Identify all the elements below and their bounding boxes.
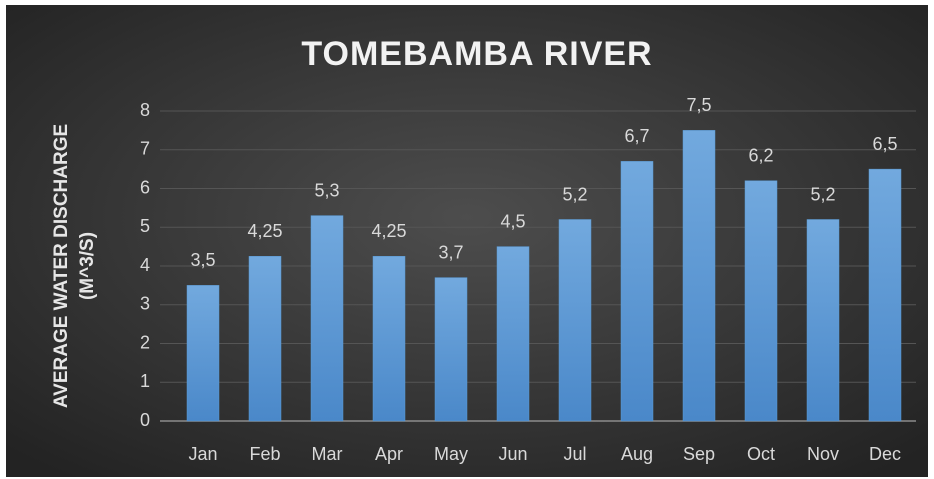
bar [310, 215, 344, 422]
bar [682, 130, 716, 422]
bar [496, 246, 530, 422]
y-tick-label: 6 [140, 177, 150, 197]
x-tick-label: Feb [249, 444, 280, 464]
x-tick-label: Mar [312, 444, 343, 464]
data-label: 3,7 [438, 242, 463, 262]
data-label: 4,5 [500, 211, 525, 231]
y-tick-label: 7 [140, 139, 150, 159]
bar [620, 161, 654, 422]
y-axis-label: (M^3/S) [77, 232, 98, 300]
x-tick-label: Dec [869, 444, 901, 464]
y-tick-label: 3 [140, 294, 150, 314]
bar [186, 285, 220, 422]
bar [868, 168, 902, 422]
bar [434, 277, 468, 422]
data-label: 6,7 [624, 126, 649, 146]
x-tick-label: Apr [375, 444, 403, 464]
y-tick-label: 8 [140, 100, 150, 120]
data-label: 7,5 [686, 95, 711, 115]
bar [744, 180, 778, 422]
bar [248, 256, 282, 422]
x-tick-label: May [434, 444, 468, 464]
data-label: 6,5 [872, 134, 897, 154]
y-tick-label: 0 [140, 410, 150, 430]
x-tick-label: Nov [807, 444, 839, 464]
data-label: 3,5 [190, 250, 215, 270]
data-label: 5,2 [562, 184, 587, 204]
y-tick-label: 5 [140, 216, 150, 236]
x-tick-label: Jan [188, 444, 217, 464]
x-tick-label: Jun [498, 444, 527, 464]
y-tick-label: 2 [140, 332, 150, 352]
x-tick-label: Sep [683, 444, 715, 464]
x-tick-label: Oct [747, 444, 775, 464]
y-tick-label: 1 [140, 371, 150, 391]
data-label: 4,25 [371, 221, 406, 241]
y-tick-label: 4 [140, 255, 150, 275]
chart-title: TOMEBAMBA RIVER [301, 35, 652, 73]
data-label: 5,3 [314, 180, 339, 200]
data-label: 4,25 [247, 221, 282, 241]
x-tick-label: Aug [621, 444, 653, 464]
y-axis-label: AVERAGE WATER DISCHARGE [51, 124, 72, 408]
bar [806, 219, 840, 422]
x-tick-label: Jul [563, 444, 586, 464]
bar [372, 256, 406, 422]
bar [558, 219, 592, 422]
data-label: 5,2 [810, 184, 835, 204]
data-label: 6,2 [748, 146, 773, 166]
